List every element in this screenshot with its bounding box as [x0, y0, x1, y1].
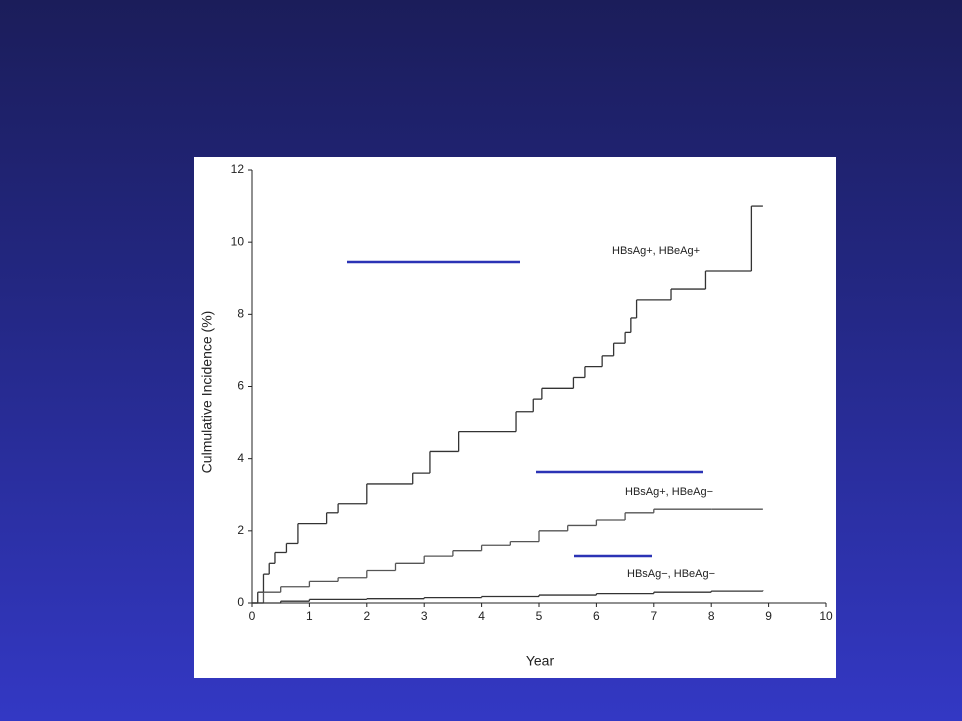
x-tick-label: 0	[249, 609, 256, 623]
x-tick-label: 6	[593, 609, 600, 623]
x-tick-label: 5	[536, 609, 543, 623]
x-tick-label: 1	[306, 609, 313, 623]
x-tick-label: 10	[819, 609, 833, 623]
series-label: HBsAg+, HBeAg−	[625, 486, 713, 498]
series-label: HBsAg+, HBeAg+	[612, 245, 700, 257]
y-tick-label: 4	[237, 451, 244, 465]
x-tick-label: 8	[708, 609, 715, 623]
x-tick-label: 9	[765, 609, 772, 623]
series-label: HBsAg−, HBeAg−	[627, 568, 715, 580]
y-axis-label: Culmulative Incidence (%)	[199, 311, 215, 474]
y-tick-label: 8	[237, 307, 244, 321]
y-tick-label: 10	[231, 234, 245, 248]
x-tick-label: 7	[650, 609, 657, 623]
y-tick-label: 6	[237, 379, 244, 393]
y-tick-label: 0	[237, 595, 244, 609]
x-tick-label: 4	[478, 609, 485, 623]
x-tick-label: 2	[363, 609, 370, 623]
y-tick-label: 12	[231, 162, 245, 176]
x-tick-label: 3	[421, 609, 428, 623]
y-tick-label: 2	[237, 523, 244, 537]
x-axis-label: Year	[526, 653, 555, 669]
